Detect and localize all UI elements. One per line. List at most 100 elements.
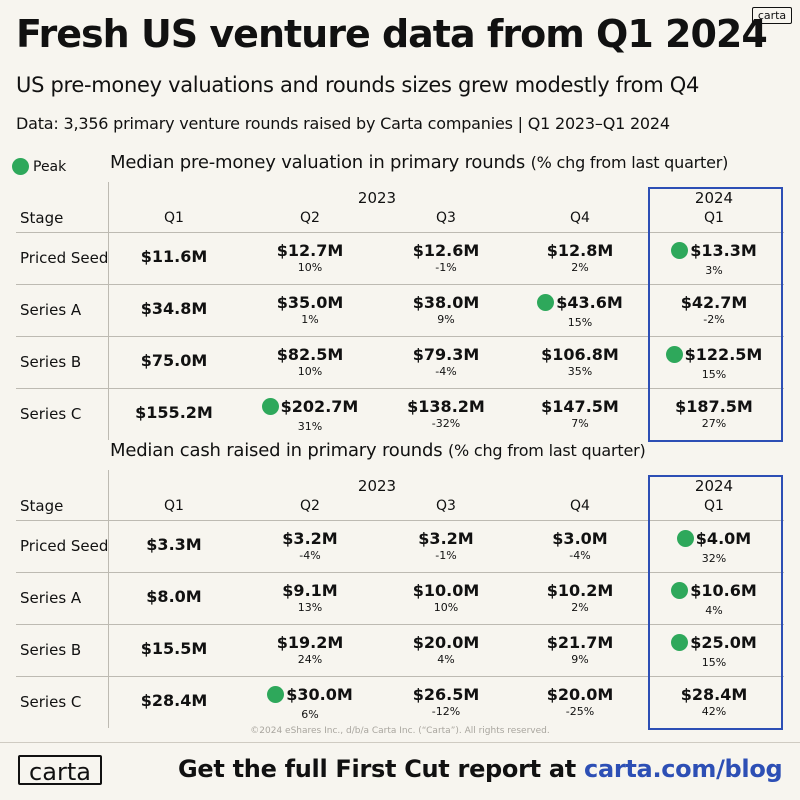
cell-value-text: $43.6M [556,293,623,312]
table-cell: $11.6M [109,247,239,266]
cta-link[interactable]: carta.com/blog [584,755,783,783]
cell-value: $3.0M [552,529,607,548]
cell-value-text: $75.0M [140,351,208,370]
quarter-header: Q3 [436,498,456,514]
highlight-2024-box [648,475,783,730]
cell-value: $30.0M [267,685,353,704]
cell-value-text: $12.8M [546,241,614,260]
cell-value-text: $19.2M [276,633,344,652]
cell-value: $9.1M [282,581,337,600]
cta: Get the full First Cut report at carta.c… [178,755,783,783]
quarter-header: Q1 [704,210,724,226]
row-stage-label: Series B [20,641,82,659]
table-cell: $122.5M 15% [649,345,779,381]
cell-value: $34.8M [141,299,208,318]
cell-pct-change: 9% [437,313,455,326]
year-header-2023: 2023 [357,477,397,495]
cell-value: $21.7M [547,633,614,652]
table-cell: $187.5M 27% [649,397,779,430]
cell-value: $20.0M [547,685,614,704]
cell-value: $10.0M [413,581,480,600]
peak-dot-icon [676,530,694,547]
cell-value-text: $10.6M [690,581,757,600]
cell-value-text: $138.2M [407,397,485,416]
grid-hline [16,676,784,677]
table-cell: $19.2M 24% [245,633,375,666]
table-title-main: Median cash raised in primary rounds [110,440,443,461]
cell-value-text: $8.0M [146,587,202,606]
stage-header: Stage [20,209,64,227]
highlight-2024-box [648,187,783,442]
cell-pct-change: 35% [567,365,593,378]
cell-value: $147.5M [541,397,619,416]
cell-value: $10.6M [671,581,757,600]
cell-value-text: $38.0M [412,293,480,312]
cell-pct-change: 24% [297,653,323,666]
cell-value: $3.2M [282,529,337,548]
cell-value-text: $35.0M [276,293,344,312]
cell-pct-change: 4% [705,604,723,617]
cell-value-text: $10.2M [546,581,614,600]
cell-value-text: $12.6M [412,241,480,260]
table-cell: $10.0M 10% [381,581,511,614]
table-cell: $10.2M 2% [515,581,645,614]
peak-dot-icon [261,398,279,415]
cell-value: $43.6M [537,293,623,312]
table-title-suffix: (% chg from last quarter) [447,441,646,460]
cell-value-text: $21.7M [546,633,614,652]
table-cell: $35.0M 1% [245,293,375,326]
grid-vline [108,182,109,440]
table-cell: $20.0M 4% [381,633,511,666]
cell-value: $35.0M [277,293,344,312]
table-cell: $12.8M 2% [515,241,645,274]
table-cell: $21.7M 9% [515,633,645,666]
cell-pct-change: -1% [435,261,457,274]
cell-value-text: $28.4M [680,685,748,704]
quarter-header: Q3 [436,210,456,226]
table-title: Median pre-money valuation in primary ro… [110,152,728,173]
cell-value-text: $122.5M [684,345,763,364]
cell-value: $26.5M [413,685,480,704]
cell-value-text: $25.0M [690,633,757,652]
cell-value-text: $26.5M [412,685,480,704]
cell-pct-change: 32% [701,552,727,565]
cell-value: $20.0M [413,633,480,652]
table-cell: $138.2M -32% [381,397,511,430]
cell-value: $25.0M [671,633,757,652]
carta-logo[interactable]: carta [18,755,102,786]
legend: Peak [12,158,66,175]
cell-value-text: $79.3M [412,345,480,364]
cell-value: $75.0M [141,351,208,370]
peak-dot-icon [12,158,29,175]
cell-value: $10.2M [547,581,614,600]
peak-dot-icon [665,346,683,363]
table-title-suffix: (% chg from last quarter) [530,153,729,172]
table-cell: $25.0M 15% [649,633,779,669]
cell-value: $12.6M [413,241,480,260]
table-cell: $20.0M -25% [515,685,645,718]
cell-value-text: $15.5M [140,639,208,658]
cell-pct-change: -1% [435,549,457,562]
stage-header: Stage [20,497,64,515]
cell-pct-change: 27% [701,417,727,430]
cell-value: $187.5M [675,397,753,416]
table-cell: $12.7M 10% [245,241,375,274]
cell-pct-change: -4% [299,549,321,562]
table-cell: $202.7M 31% [245,397,375,433]
year-header-2024: 2024 [694,189,734,207]
cell-value-text: $3.2M [282,529,338,548]
table-cell: $82.5M 10% [245,345,375,378]
grid-hline [16,624,784,625]
cell-pct-change: 1% [301,313,319,326]
cell-pct-change: 15% [701,368,727,381]
grid-hline [16,284,784,285]
table-cell: $38.0M 9% [381,293,511,326]
table-cell: $3.2M -4% [245,529,375,562]
row-stage-label: Series A [20,301,82,319]
table-cell: $9.1M 13% [245,581,375,614]
cell-pct-change: 6% [301,708,319,721]
cell-value-text: $20.0M [412,633,480,652]
quarter-header: Q4 [570,498,590,514]
row-stage-label: Series B [20,353,82,371]
cell-value-text: $147.5M [541,397,619,416]
